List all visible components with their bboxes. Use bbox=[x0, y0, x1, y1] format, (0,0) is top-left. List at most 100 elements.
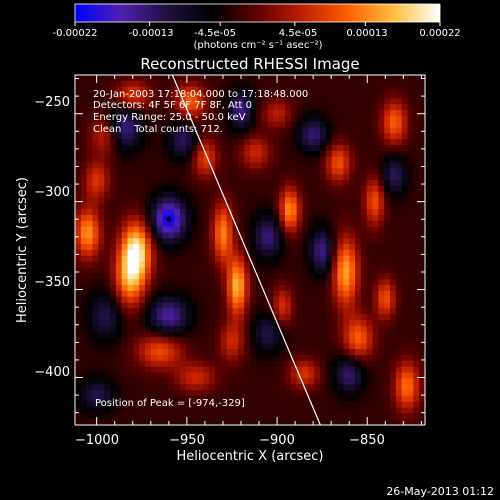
heatmap-cell bbox=[267, 168, 274, 175]
heatmap-cell bbox=[197, 401, 204, 408]
heatmap-cell bbox=[226, 215, 233, 222]
heatmap-cell bbox=[197, 162, 204, 169]
heatmap-cell bbox=[180, 337, 187, 344]
heatmap-cell bbox=[203, 121, 210, 128]
heatmap-cell bbox=[366, 343, 373, 350]
heatmap-cell bbox=[384, 121, 391, 128]
heatmap-cell bbox=[191, 145, 198, 152]
heatmap-cell bbox=[168, 174, 175, 181]
heatmap-cell bbox=[215, 104, 222, 111]
heatmap-cell bbox=[150, 407, 158, 414]
heatmap-cell bbox=[185, 104, 193, 111]
heatmap-cell bbox=[407, 197, 414, 204]
heatmap-cell bbox=[185, 366, 193, 373]
heatmap-cell bbox=[215, 267, 222, 274]
heatmap-cell bbox=[378, 115, 385, 123]
heatmap-cell bbox=[238, 325, 245, 333]
heatmap-cell bbox=[401, 115, 408, 123]
heatmap-cell bbox=[308, 215, 315, 222]
heatmap-cell bbox=[191, 197, 198, 204]
heatmap-cell bbox=[331, 279, 338, 286]
heatmap-cell bbox=[139, 209, 146, 216]
y-axis-label: Heliocentric Y (arcsec) bbox=[15, 177, 30, 323]
heatmap-cell bbox=[162, 139, 169, 146]
heatmap-cell bbox=[273, 395, 280, 403]
heatmap-cell bbox=[413, 174, 420, 181]
heatmap-cell bbox=[290, 75, 298, 82]
heatmap-cell bbox=[401, 110, 408, 117]
heatmap-cell bbox=[215, 273, 222, 280]
heatmap-cell bbox=[296, 238, 303, 245]
heatmap-cell bbox=[98, 250, 105, 257]
heatmap-cell bbox=[115, 203, 123, 210]
heatmap-cell bbox=[133, 279, 140, 286]
heatmap-cell bbox=[139, 390, 146, 397]
heatmap-cell bbox=[267, 226, 274, 233]
heatmap-cell bbox=[162, 220, 169, 228]
heatmap-cell bbox=[180, 308, 187, 315]
heatmap-cell bbox=[390, 296, 397, 303]
x-tick-label-3: −850 bbox=[349, 433, 385, 448]
heatmap-cell bbox=[325, 290, 333, 298]
heatmap-cell bbox=[86, 407, 93, 414]
heatmap-cell bbox=[115, 360, 123, 368]
heatmap-cell bbox=[250, 407, 257, 414]
heatmap-cell bbox=[395, 343, 403, 350]
heatmap-cell bbox=[267, 296, 274, 303]
heatmap-cell bbox=[180, 150, 187, 158]
heatmap-cell bbox=[419, 325, 425, 333]
heatmap-cell bbox=[372, 75, 379, 82]
heatmap-cell bbox=[279, 133, 286, 140]
heatmap-cell bbox=[215, 232, 222, 239]
heatmap-cell bbox=[366, 191, 373, 198]
y-tick-label-0: −250 bbox=[34, 95, 70, 110]
heatmap-cell bbox=[215, 162, 222, 169]
heatmap-cell bbox=[419, 413, 425, 420]
heatmap-cell bbox=[360, 203, 368, 210]
heatmap-cell bbox=[349, 197, 356, 204]
heatmap-cell bbox=[174, 325, 181, 333]
heatmap-cell bbox=[384, 133, 391, 140]
heatmap-cell bbox=[244, 133, 251, 140]
heatmap-cell bbox=[384, 80, 391, 88]
heatmap-cell bbox=[86, 273, 93, 280]
y-tick-label-2: −350 bbox=[34, 275, 70, 290]
heatmap-cell bbox=[150, 75, 158, 82]
heatmap-cell bbox=[407, 337, 414, 344]
heatmap-cell bbox=[75, 320, 82, 327]
heatmap-cell bbox=[191, 366, 198, 373]
heatmap-cell bbox=[220, 343, 228, 350]
heatmap-cell bbox=[238, 174, 245, 181]
heatmap-cell bbox=[150, 267, 158, 274]
heatmap-cell bbox=[320, 115, 327, 123]
heatmap-cell bbox=[331, 302, 338, 309]
heatmap-cell bbox=[232, 314, 239, 321]
heatmap-cell bbox=[302, 203, 309, 210]
heatmap-cell bbox=[407, 244, 414, 251]
heatmap-cell bbox=[220, 80, 228, 88]
heatmap-cell bbox=[320, 378, 327, 385]
heatmap-cell bbox=[366, 80, 373, 88]
heatmap-cell bbox=[261, 325, 268, 333]
heatmap-cell bbox=[296, 215, 303, 222]
heatmap-cell bbox=[355, 185, 362, 193]
heatmap-cell bbox=[238, 232, 245, 239]
heatmap-cell bbox=[302, 360, 309, 368]
heatmap-cell bbox=[308, 378, 315, 385]
heatmap-cell bbox=[349, 232, 356, 239]
heatmap-cell bbox=[238, 185, 245, 193]
heatmap-cell bbox=[360, 355, 368, 362]
heatmap-cell bbox=[349, 238, 356, 245]
heatmap-cell bbox=[232, 343, 239, 350]
heatmap-cell bbox=[110, 390, 117, 397]
heatmap-cell bbox=[372, 238, 379, 245]
heatmap-cell bbox=[115, 401, 123, 408]
heatmap-cell bbox=[372, 331, 379, 338]
heatmap-cell bbox=[226, 92, 233, 99]
heatmap-cell bbox=[390, 174, 397, 181]
heatmap-cell bbox=[343, 390, 350, 397]
heatmap-cell bbox=[320, 75, 327, 82]
heatmap-cell bbox=[261, 110, 268, 117]
heatmap-cell bbox=[296, 162, 303, 169]
heatmap-cell bbox=[360, 401, 368, 408]
